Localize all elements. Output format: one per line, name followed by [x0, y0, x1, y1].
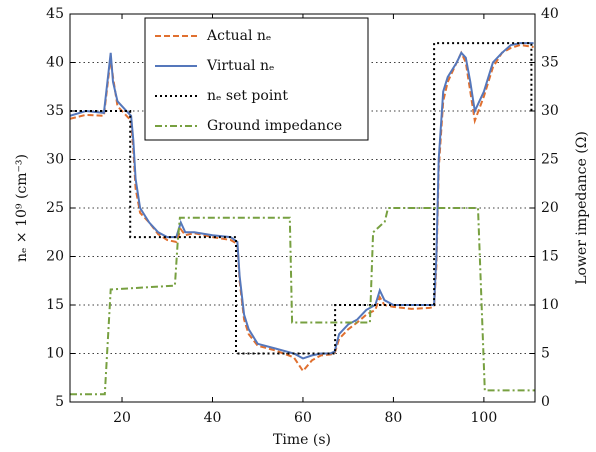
y-tick-label: 5 [55, 394, 64, 410]
y-tick-label: 45 [46, 6, 64, 22]
y2-tick-label: 20 [541, 200, 559, 216]
x-tick-label: 40 [204, 410, 222, 426]
y2-tick-label: 10 [541, 297, 559, 313]
y-tick-label: 35 [46, 103, 64, 119]
plot-frame [69, 13, 536, 403]
x-tick-label: 20 [113, 410, 131, 426]
y-tick-label: 30 [46, 152, 64, 168]
y2-tick-label: 0 [541, 394, 550, 410]
y2-tick-label: 40 [541, 6, 559, 22]
y2-tick-label: 15 [541, 249, 559, 265]
y2-axis-label: Lower impedance (Ω) [574, 131, 590, 285]
series-line [70, 207, 535, 396]
series-line [70, 42, 534, 360]
legend-label: Actual nₑ [206, 28, 271, 44]
y2-tick-label: 5 [541, 346, 550, 362]
legend-box [144, 17, 369, 141]
y-tick-label: 40 [46, 55, 64, 71]
y-tick-label: 25 [46, 200, 64, 216]
x-tick-label: 80 [385, 410, 403, 426]
y2-tick-label: 30 [541, 103, 559, 119]
x-axis-label: Time (s) [273, 432, 331, 448]
y-tick-label: 10 [46, 346, 64, 362]
legend-label: Virtual nₑ [206, 58, 274, 74]
y2-tick-label: 35 [541, 55, 559, 71]
x-tick-label: 60 [294, 410, 312, 426]
legend-label: Ground impedance [207, 118, 342, 134]
y-axis-label: nₑ × 10⁹ (cm⁻³) [14, 154, 30, 262]
x-tick-label: 100 [471, 410, 498, 426]
legend: Actual nₑ Virtual nₑ nₑ set point Ground im… [144, 17, 369, 141]
y2-tick-label: 25 [541, 152, 559, 168]
legend-label: nₑ set point [207, 88, 288, 104]
y-tick-label: 20 [46, 249, 64, 265]
y-tick-label: 15 [46, 297, 64, 313]
